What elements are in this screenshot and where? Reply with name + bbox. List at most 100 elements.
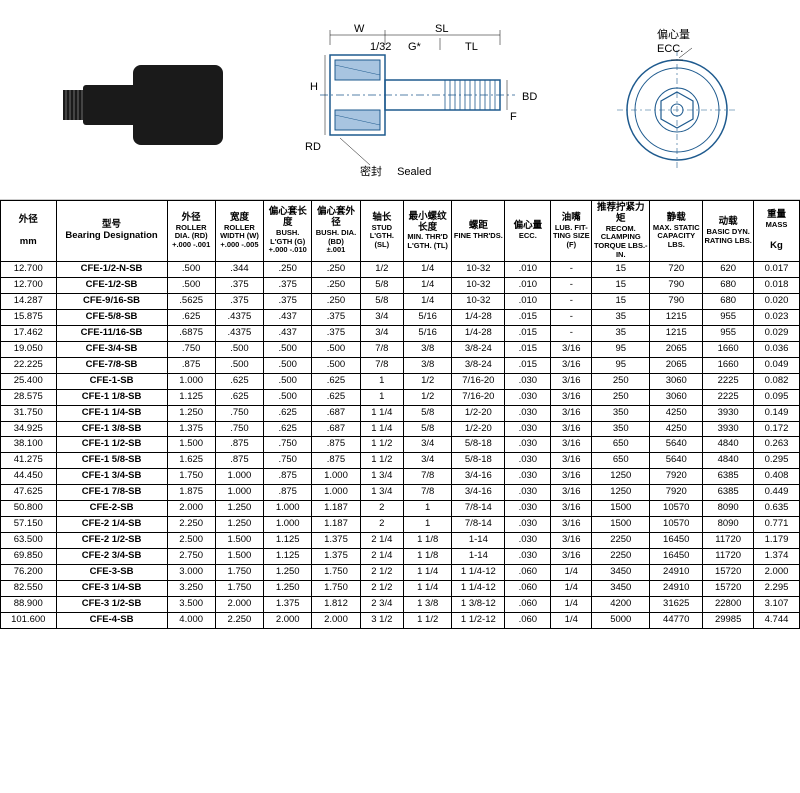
table-cell: 2.250 [167,517,215,533]
table-cell: 1.250 [215,501,263,517]
table-cell: 57.150 [1,517,57,533]
table-cell: 0.036 [754,341,800,357]
table-cell: 4.000 [167,612,215,628]
table-cell: .500 [167,262,215,278]
table-cell: .375 [312,326,360,342]
table-cell: 1.000 [264,501,312,517]
table-cell: 650 [592,437,650,453]
table-cell: 2.000 [167,501,215,517]
table-cell: 95 [592,357,650,373]
table-cell: 1.250 [264,564,312,580]
table-cell: 3060 [650,389,703,405]
table-cell: 1.187 [312,517,360,533]
table-cell: CFE-3-SB [56,564,167,580]
table-cell: 1/4 [551,596,592,612]
table-cell: 1/4 [551,612,592,628]
table-cell: 4200 [592,596,650,612]
table-cell: 2.000 [312,612,360,628]
table-cell: .750 [264,453,312,469]
table-cell: CFE-2 1/2-SB [56,533,167,549]
table-cell: 24910 [650,564,703,580]
table-cell: 1/2 [404,389,452,405]
table-cell: 4840 [703,453,754,469]
table-cell: 7/8 [404,485,452,501]
table-cell: .500 [264,341,312,357]
table-cell: .625 [215,373,263,389]
table-cell: 3/4-16 [452,469,505,485]
h3-en: ROLLER WIDTH (W) [217,224,262,241]
table-cell: 3450 [592,564,650,580]
dim-frac: 1/32 [370,41,391,53]
table-cell: .437 [264,310,312,326]
seal-cn: 密封 [360,164,382,178]
table-cell: .875 [264,485,312,501]
table-cell: 650 [592,453,650,469]
table-cell: 1 1/4 [360,405,403,421]
table-cell: 0.408 [754,469,800,485]
table-cell: 1 [404,501,452,517]
table-cell: CFE-7/8-SB [56,357,167,373]
table-cell: CFE-1/2-SB [56,278,167,294]
table-cell: .4375 [215,326,263,342]
table-row: 19.050CFE-3/4-SB.750.500.500.5007/83/83/… [1,341,800,357]
table-cell: 1/2-20 [452,405,505,421]
table-cell: .030 [505,469,551,485]
table-cell: 1.500 [167,437,215,453]
table-cell: 10-32 [452,262,505,278]
table-cell: .875 [312,453,360,469]
table-cell: 44.450 [1,469,57,485]
table-cell: CFE-1 3/8-SB [56,421,167,437]
h10-cn: 油嘴 [562,212,581,223]
h3-cn: 宽度 [230,212,249,223]
table-cell: 5/8 [360,294,403,310]
table-cell: CFE-1 1/2-SB [56,437,167,453]
table-cell: .375 [264,278,312,294]
table-cell: 1/2-20 [452,421,505,437]
table-cell: 16450 [650,548,703,564]
table-row: 69.850CFE-2 3/4-SB2.7501.5001.1251.3752 … [1,548,800,564]
table-cell: 0.082 [754,373,800,389]
table-cell: 10570 [650,501,703,517]
table-row: 28.575CFE-1 1/8-SB1.125.625.500.62511/27… [1,389,800,405]
table-cell: 1.000 [312,469,360,485]
table-cell: .344 [215,262,263,278]
table-cell: 22.225 [1,357,57,373]
table-cell: 5/8-18 [452,453,505,469]
table-cell: 2250 [592,533,650,549]
h10-en: LUB. FIT-TING SIZE (F) [552,224,590,250]
table-row: 31.750CFE-1 1/4-SB1.250.750.625.6871 1/4… [1,405,800,421]
table-cell: 7/8 [404,469,452,485]
table-cell: 7/16-20 [452,373,505,389]
table-cell: 2 1/4 [360,533,403,549]
table-cell: 3/4 [360,326,403,342]
table-row: 82.550CFE-3 1/4-SB3.2501.7501.2501.7502 … [1,580,800,596]
table-cell: 1/4 [404,294,452,310]
table-cell: .750 [264,437,312,453]
h9-en: ECC. [506,232,549,241]
table-cell: CFE-1 3/4-SB [56,469,167,485]
table-cell: 3450 [592,580,650,596]
table-cell: 3/8 [404,341,452,357]
table-cell: 955 [703,310,754,326]
table-cell: 680 [703,278,754,294]
table-cell: 12.700 [1,262,57,278]
table-cell: 1.125 [264,548,312,564]
table-cell: 15 [592,278,650,294]
table-cell: - [551,294,592,310]
table-cell: 7920 [650,469,703,485]
table-cell: 1 1/2 [360,437,403,453]
table-row: 44.450CFE-1 3/4-SB1.7501.000.8751.0001 3… [1,469,800,485]
table-cell: 1/2 [360,262,403,278]
table-cell: 2 1/4 [360,548,403,564]
table-cell: 1 1/4-12 [452,564,505,580]
table-cell: 1215 [650,326,703,342]
table-cell: 3/4 [360,310,403,326]
table-cell: 1.375 [312,548,360,564]
table-cell: 1.187 [312,501,360,517]
table-cell: 1 1/4 [404,580,452,596]
table-cell: .500 [312,357,360,373]
table-cell: 720 [650,262,703,278]
table-cell: 1 1/4-12 [452,580,505,596]
table-cell: 1.875 [167,485,215,501]
table-cell: .375 [215,294,263,310]
